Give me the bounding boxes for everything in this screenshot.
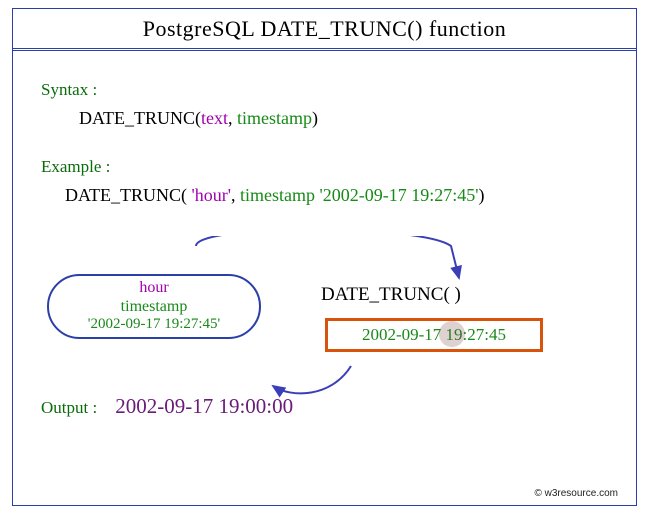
arrow-bottom <box>273 366 351 393</box>
function-call: DATE_TRUNC( ) <box>321 284 461 306</box>
syntax-func: DATE_TRUNC( <box>79 108 201 128</box>
output-label: Output : <box>41 398 97 418</box>
result-text: 2002-09-17 19:27:45 <box>362 325 506 345</box>
copyright-text: © w3resource.com <box>534 488 618 499</box>
example-label: Example : <box>41 157 608 177</box>
syntax-label: Syntax : <box>41 80 608 100</box>
input-oval: hour timestamp '2002-09-17 19:27:45' <box>47 274 261 339</box>
oval-row2: timestamp <box>121 298 188 316</box>
main-frame: PostgreSQL DATE_TRUNC() function Syntax … <box>12 8 637 506</box>
syntax-line: DATE_TRUNC(text, timestamp) <box>79 108 608 129</box>
diagram-area: hour timestamp '2002-09-17 19:27:45' DAT… <box>41 236 608 386</box>
syntax-close: ) <box>312 108 318 128</box>
syntax-arg1: text <box>201 108 228 128</box>
oval-row1: hour <box>139 279 168 297</box>
example-line: DATE_TRUNC( 'hour', timestamp '2002-09-1… <box>65 185 608 206</box>
example-sep: , <box>231 185 240 205</box>
example-func: DATE_TRUNC( <box>65 185 192 205</box>
arrow-top <box>196 236 459 278</box>
syntax-sep: , <box>228 108 237 128</box>
oval-row3: '2002-09-17 19:27:45' <box>88 316 220 333</box>
syntax-arg2: timestamp <box>237 108 312 128</box>
title-box: PostgreSQL DATE_TRUNC() function <box>13 9 636 51</box>
content-area: Syntax : DATE_TRUNC(text, timestamp) Exa… <box>13 54 636 426</box>
output-row: Output : 2002-09-17 19:00:00 <box>41 392 608 426</box>
page-title: PostgreSQL DATE_TRUNC() function <box>143 16 507 42</box>
highlight-circle <box>439 321 465 347</box>
example-arg1: 'hour' <box>192 185 231 205</box>
example-close: ) <box>478 185 484 205</box>
example-arg2: timestamp '2002-09-17 19:27:45' <box>240 185 478 205</box>
result-box: 2002-09-17 19:27:45 <box>325 318 543 352</box>
output-value: 2002-09-17 19:00:00 <box>115 394 293 419</box>
